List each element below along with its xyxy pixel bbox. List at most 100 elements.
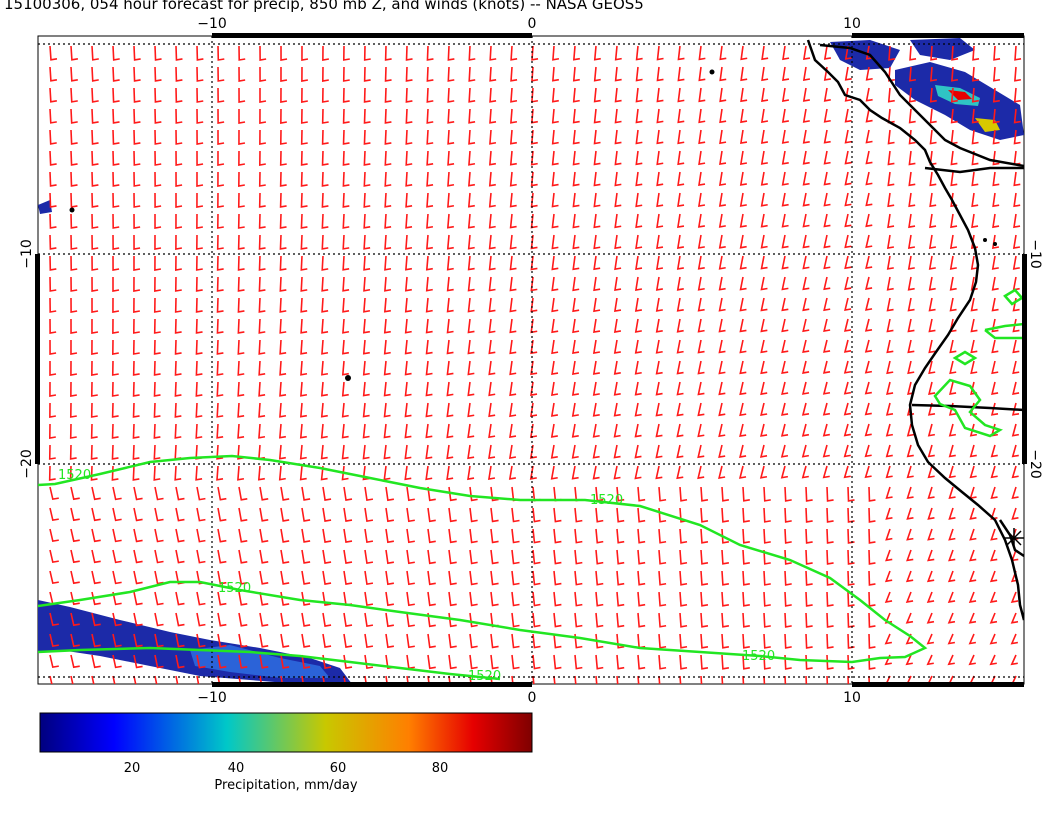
- wind-barb: [698, 129, 706, 145]
- wind-barb: [802, 108, 810, 123]
- wind-barb: [343, 486, 353, 502]
- wind-barb: [550, 444, 558, 459]
- wind-barb: [258, 171, 266, 187]
- wind-barb: [132, 402, 140, 418]
- wind-barb: [572, 255, 580, 271]
- wind-barb: [613, 465, 621, 480]
- wind-barb: [259, 549, 269, 564]
- wind-barb: [174, 381, 182, 397]
- wind-barb: [909, 45, 917, 61]
- wind-barb: [992, 171, 1000, 187]
- wind-barb: [237, 402, 245, 418]
- wind-barb: [822, 381, 831, 395]
- wind-barb: [781, 234, 789, 249]
- colorbar-tick-20: 20: [124, 761, 141, 776]
- wind-barb: [656, 192, 664, 208]
- wind-barb: [613, 318, 622, 333]
- wind-barb: [634, 297, 643, 312]
- wind-barb: [868, 612, 876, 628]
- wind-barb: [760, 213, 768, 228]
- wind-barb: [718, 381, 726, 396]
- wind-barb: [616, 633, 625, 649]
- wind-barb: [468, 45, 476, 61]
- wind-barb: [763, 633, 771, 649]
- wind-barb: [656, 171, 664, 187]
- wind-barb: [385, 591, 395, 607]
- wind-barb: [153, 360, 161, 376]
- wind-barb: [571, 360, 580, 375]
- wind-barb: [174, 423, 182, 439]
- wind-barb: [739, 213, 747, 228]
- wind-barb: [467, 360, 475, 376]
- wind-barb: [301, 528, 311, 543]
- wind-barb: [700, 654, 709, 670]
- wind-barb: [467, 381, 475, 397]
- wind-barb: [469, 612, 478, 628]
- wind-barb: [1013, 171, 1021, 187]
- x-top-label-1: −10: [197, 16, 227, 32]
- wind-barb: [404, 318, 412, 334]
- wind-barb: [550, 402, 559, 417]
- wind-barb: [968, 633, 977, 645]
- wind-barb: [217, 150, 225, 166]
- wind-barb: [259, 633, 269, 648]
- wind-barb: [154, 486, 164, 501]
- wind-barb: [111, 360, 119, 376]
- wind-barb: [321, 339, 329, 355]
- wind-barb: [217, 654, 227, 669]
- wind-barb: [91, 129, 99, 145]
- wind-barb: [823, 45, 832, 60]
- wind-barb: [930, 66, 938, 82]
- wind-barb: [238, 591, 248, 606]
- wind-barb: [133, 297, 140, 313]
- wind-barb: [300, 192, 308, 208]
- wind-barb: [299, 465, 307, 481]
- wind-barb: [509, 171, 517, 187]
- colorbar-tick-60: 60: [330, 761, 347, 776]
- wind-barb: [300, 171, 308, 187]
- wind-barb: [446, 234, 454, 250]
- wind-barb: [739, 423, 747, 438]
- wind-barb: [342, 171, 350, 187]
- wind-barb: [406, 507, 415, 523]
- wind-barb: [49, 192, 57, 208]
- wind-barb: [195, 297, 203, 313]
- wind-barb: [781, 381, 789, 395]
- wind-barb: [763, 654, 771, 670]
- wind-barb: [362, 444, 370, 460]
- wind-barb: [279, 381, 287, 397]
- wind-barb: [927, 549, 935, 562]
- wind-barb: [111, 339, 119, 355]
- wind-barb: [993, 66, 1001, 82]
- wind-barb: [760, 423, 768, 437]
- wind-barb: [700, 549, 709, 565]
- wind-barb: [574, 549, 583, 565]
- wind-barb: [175, 87, 183, 103]
- wind-barb: [238, 549, 248, 564]
- wind-barb: [49, 486, 59, 501]
- wind-barb: [614, 213, 622, 229]
- wind-barb: [91, 549, 101, 564]
- wind-barb: [700, 633, 709, 649]
- wind-barb: [929, 129, 937, 145]
- wind-barb: [886, 339, 894, 354]
- wind-barb: [802, 255, 810, 270]
- wind-barb: [362, 381, 370, 397]
- wind-barb: [1013, 129, 1021, 145]
- wind-barb: [802, 360, 810, 374]
- wind-barb: [217, 528, 227, 543]
- wind-barb: [469, 570, 478, 586]
- wind-barb: [49, 675, 53, 684]
- wind-barb: [803, 45, 811, 61]
- wind-barb: [196, 108, 204, 124]
- wind-barb: [614, 192, 622, 208]
- wind-barb: [784, 633, 792, 649]
- wind-barb: [760, 171, 768, 186]
- wind-barb: [847, 486, 855, 502]
- wind-barb: [886, 381, 894, 395]
- wind-barb: [887, 129, 895, 145]
- wind-barb: [928, 276, 936, 291]
- wind-barb: [571, 465, 579, 480]
- wind-barb: [363, 66, 371, 82]
- wind-barb: [133, 129, 141, 145]
